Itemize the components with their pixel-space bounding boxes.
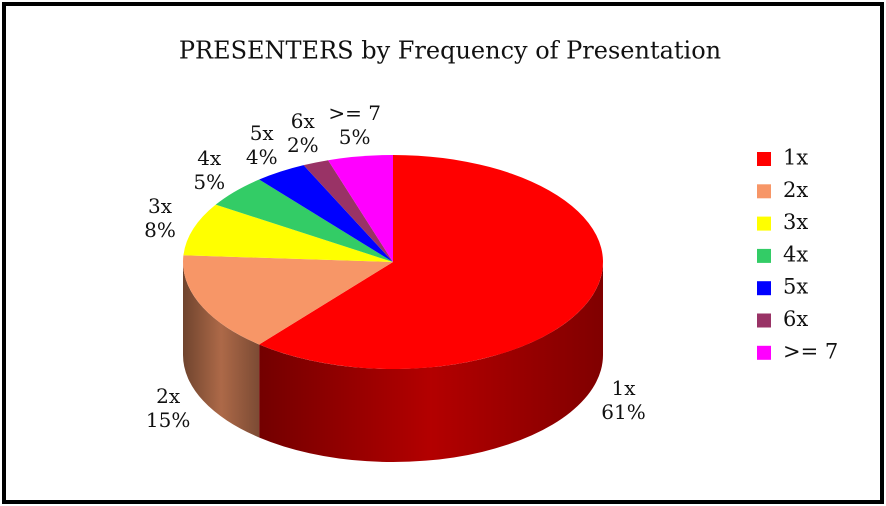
slice-label: 2x xyxy=(156,384,181,408)
slice-label: >= 7 xyxy=(328,101,381,125)
slice-side xyxy=(183,262,260,438)
legend-swatch xyxy=(757,152,771,166)
slice xyxy=(328,155,393,262)
legend-swatch xyxy=(757,216,771,231)
slice-value-label: 15% xyxy=(146,408,190,432)
slice-label: 6x xyxy=(291,109,316,133)
legend-label: 5x xyxy=(783,275,808,299)
slice xyxy=(183,255,393,438)
slice xyxy=(303,160,393,262)
slice-top xyxy=(303,160,393,262)
slice-value-label: 2% xyxy=(287,133,319,157)
legend-swatch xyxy=(757,345,771,360)
slice-top xyxy=(183,204,393,262)
slice-top xyxy=(215,179,393,262)
slice xyxy=(215,179,393,262)
slice-value-label: 5% xyxy=(339,125,371,149)
slice-value-label: 5% xyxy=(193,170,225,194)
legend-swatch xyxy=(757,313,771,328)
slice-side xyxy=(259,262,603,462)
legend-label: 1x xyxy=(783,146,808,170)
slice xyxy=(259,155,604,462)
legend-swatch xyxy=(757,281,771,296)
slice-top xyxy=(259,165,393,262)
slice-label: 1x xyxy=(612,376,637,400)
legend-swatch xyxy=(757,248,771,263)
legend-label: >= 7 xyxy=(783,339,838,363)
slice-top xyxy=(259,155,604,370)
slice-label: 5x xyxy=(250,121,275,145)
slice-label: 3x xyxy=(148,194,173,218)
legend-label: 4x xyxy=(783,242,808,266)
slice-value-label: 8% xyxy=(144,218,176,242)
slice-label: 4x xyxy=(197,146,222,170)
legend-swatch xyxy=(757,184,771,199)
chart-title: PRESENTERS by Frequency of Presentation xyxy=(179,37,721,65)
slice-top xyxy=(183,255,393,345)
slice xyxy=(183,204,393,262)
legend-label: 6x xyxy=(783,307,808,331)
slice-value-label: 4% xyxy=(246,145,278,169)
slice xyxy=(259,165,393,262)
slice-value-label: 61% xyxy=(601,400,645,424)
slice-top xyxy=(328,155,393,262)
legend-label: 2x xyxy=(783,178,808,202)
legend-label: 3x xyxy=(783,210,808,234)
